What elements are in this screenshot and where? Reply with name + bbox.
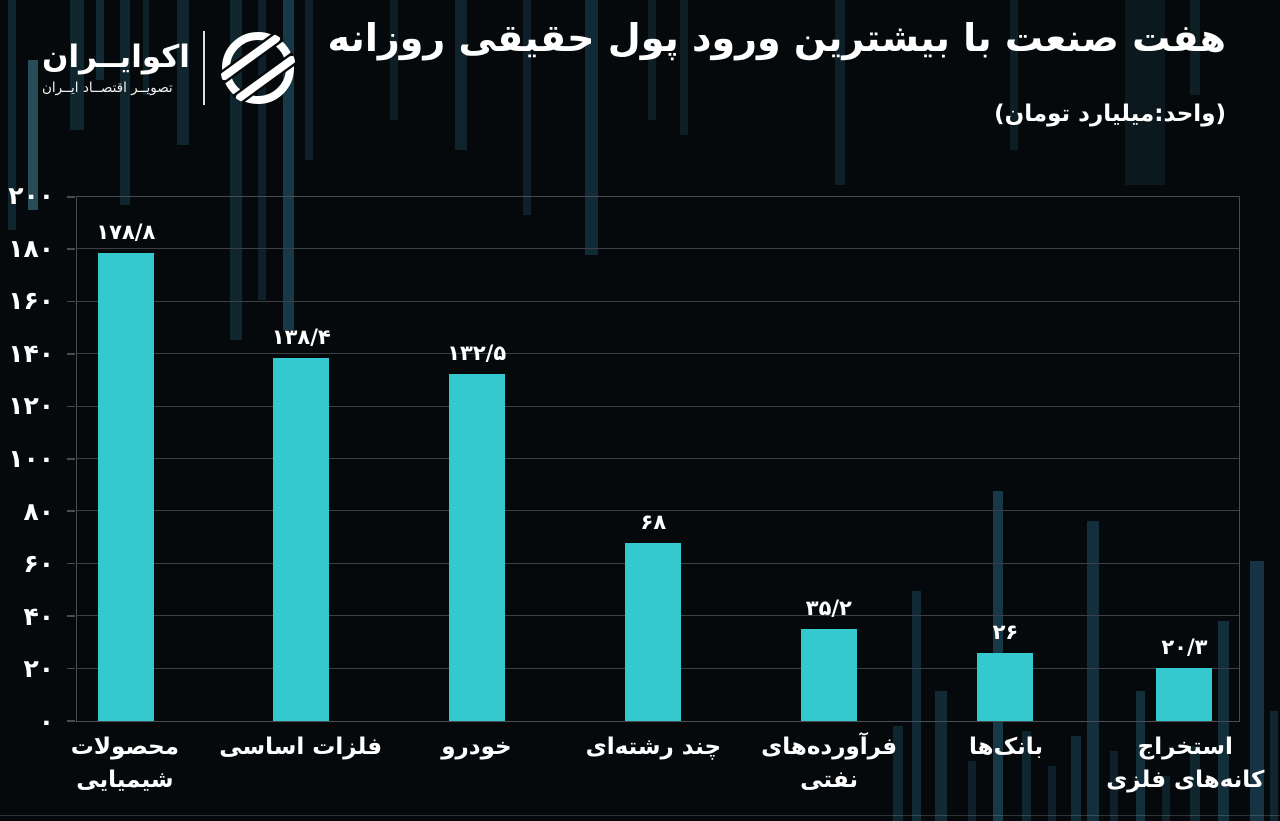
bar-slot: ۱۳۲/۵: [387, 197, 567, 721]
unit-note: (واحد:میلیارد تومان): [994, 101, 1226, 127]
y-axis-tickmark: [67, 300, 75, 303]
brand-tagline: تصویــر اقتصــاد ایــران: [42, 80, 173, 97]
x-category-label: استخراج کانه‌های فلزی: [1106, 734, 1265, 794]
bar: [625, 542, 682, 721]
gridline: [77, 405, 1239, 407]
x-category-label: خودرو: [441, 734, 512, 760]
x-category-label: فلزات اساسی: [219, 734, 383, 760]
x-category-label: چند رشته‌ای: [585, 734, 722, 760]
ecoiran-logo-icon: [217, 28, 298, 108]
y-axis-tickmark: [67, 667, 75, 670]
y-tick-label: ۸۰: [23, 496, 54, 526]
gridline: [77, 510, 1239, 512]
y-axis-tickmark: [67, 405, 75, 408]
y-axis-tickmark: [67, 248, 75, 250]
bar-slot: ۳۵/۲: [739, 197, 919, 721]
y-axis: ۲۰۰ ۱۸۰ ۱۶۰ ۱۴۰ ۱۲۰ ۱۰۰ ۸۰ ۶۰ ۴۰ ۲۰ ۰: [0, 181, 62, 736]
bar: [800, 628, 857, 721]
y-tick-label: ۱۲۰: [8, 391, 54, 421]
bar-value-label: ۱۳۲/۵: [447, 340, 507, 365]
y-axis-tickmark: [67, 353, 75, 355]
bar-value-label: ۲۶: [992, 619, 1019, 644]
y-tick-label: ۲۰۰: [8, 181, 54, 210]
y-tick-label: ۱۰۰: [8, 444, 54, 473]
bar: [273, 358, 330, 721]
brand-name: اکوایــران: [42, 38, 190, 75]
bar-value-label: ۱۳۸/۴: [271, 325, 331, 350]
y-tick-label: ۲۰: [23, 654, 54, 684]
bar-value-label: ۲۰/۳: [1161, 634, 1208, 659]
gridline: [77, 248, 1239, 250]
bg-stripe: [305, 0, 313, 160]
bar-slot: ۲۰/۳: [1094, 197, 1274, 721]
background-baseline: [0, 815, 1280, 816]
plot-area: ۱۷۸/۸ ۱۳۸/۴ ۱۳۲/۵ ۶۸ ۳۵/۲ ۲۶ ۲۰/۳: [67, 196, 1240, 722]
brand-block: اکوایــران تصویــر اقتصــاد ایــران: [42, 24, 298, 112]
y-tick-label: ۴۰: [23, 601, 54, 631]
bar: [1156, 667, 1213, 721]
y-tick-label: ۱۴۰: [8, 338, 54, 368]
brand-separator: [202, 31, 205, 105]
y-axis-tickmark: [67, 720, 75, 722]
y-tick-label: ۱۸۰: [8, 233, 54, 263]
y-axis-tickmark: [67, 510, 75, 512]
bar: [977, 652, 1034, 721]
x-axis-labels: محصولات شیمیایی فلزات اساسی خودرو چند رشته‌…: [71, 731, 1265, 817]
gridline: [77, 300, 1239, 302]
x-category-label: محصولات شیمیایی: [70, 734, 179, 794]
x-category-label: بانک‌ها: [969, 734, 1044, 760]
y-tick-label: ۱۶۰: [8, 286, 54, 316]
bar-value-label: ۱۷۸/۸: [96, 219, 156, 244]
y-axis-tickmark: [67, 562, 75, 565]
bar: [448, 373, 505, 721]
bar-slot: ۲۶: [915, 197, 1095, 721]
y-axis-tickmark: [67, 615, 75, 617]
bar-value-label: ۶۸: [640, 509, 667, 534]
x-category-label: فرآورده‌های نفتی: [761, 734, 898, 794]
brand-text: اکوایــران تصویــر اقتصــاد ایــران: [42, 38, 190, 97]
gridline: [77, 458, 1239, 459]
bar-value-label: ۳۵/۲: [805, 595, 852, 620]
bar-slot: ۱۳۸/۴: [211, 197, 391, 721]
y-tick-label: ۰: [38, 707, 54, 736]
y-axis-tickmark: [67, 458, 75, 460]
bar: [97, 252, 154, 721]
bar-slot: ۶۸: [563, 197, 743, 721]
chart-title: هفت صنعت با بیشترین ورود پول حقیقی روزان…: [327, 16, 1226, 60]
gridline: [77, 353, 1239, 355]
y-axis-tickmark: [67, 196, 75, 198]
bar-slot: ۱۷۸/۸: [36, 197, 216, 721]
y-tick-label: ۶۰: [23, 549, 54, 579]
